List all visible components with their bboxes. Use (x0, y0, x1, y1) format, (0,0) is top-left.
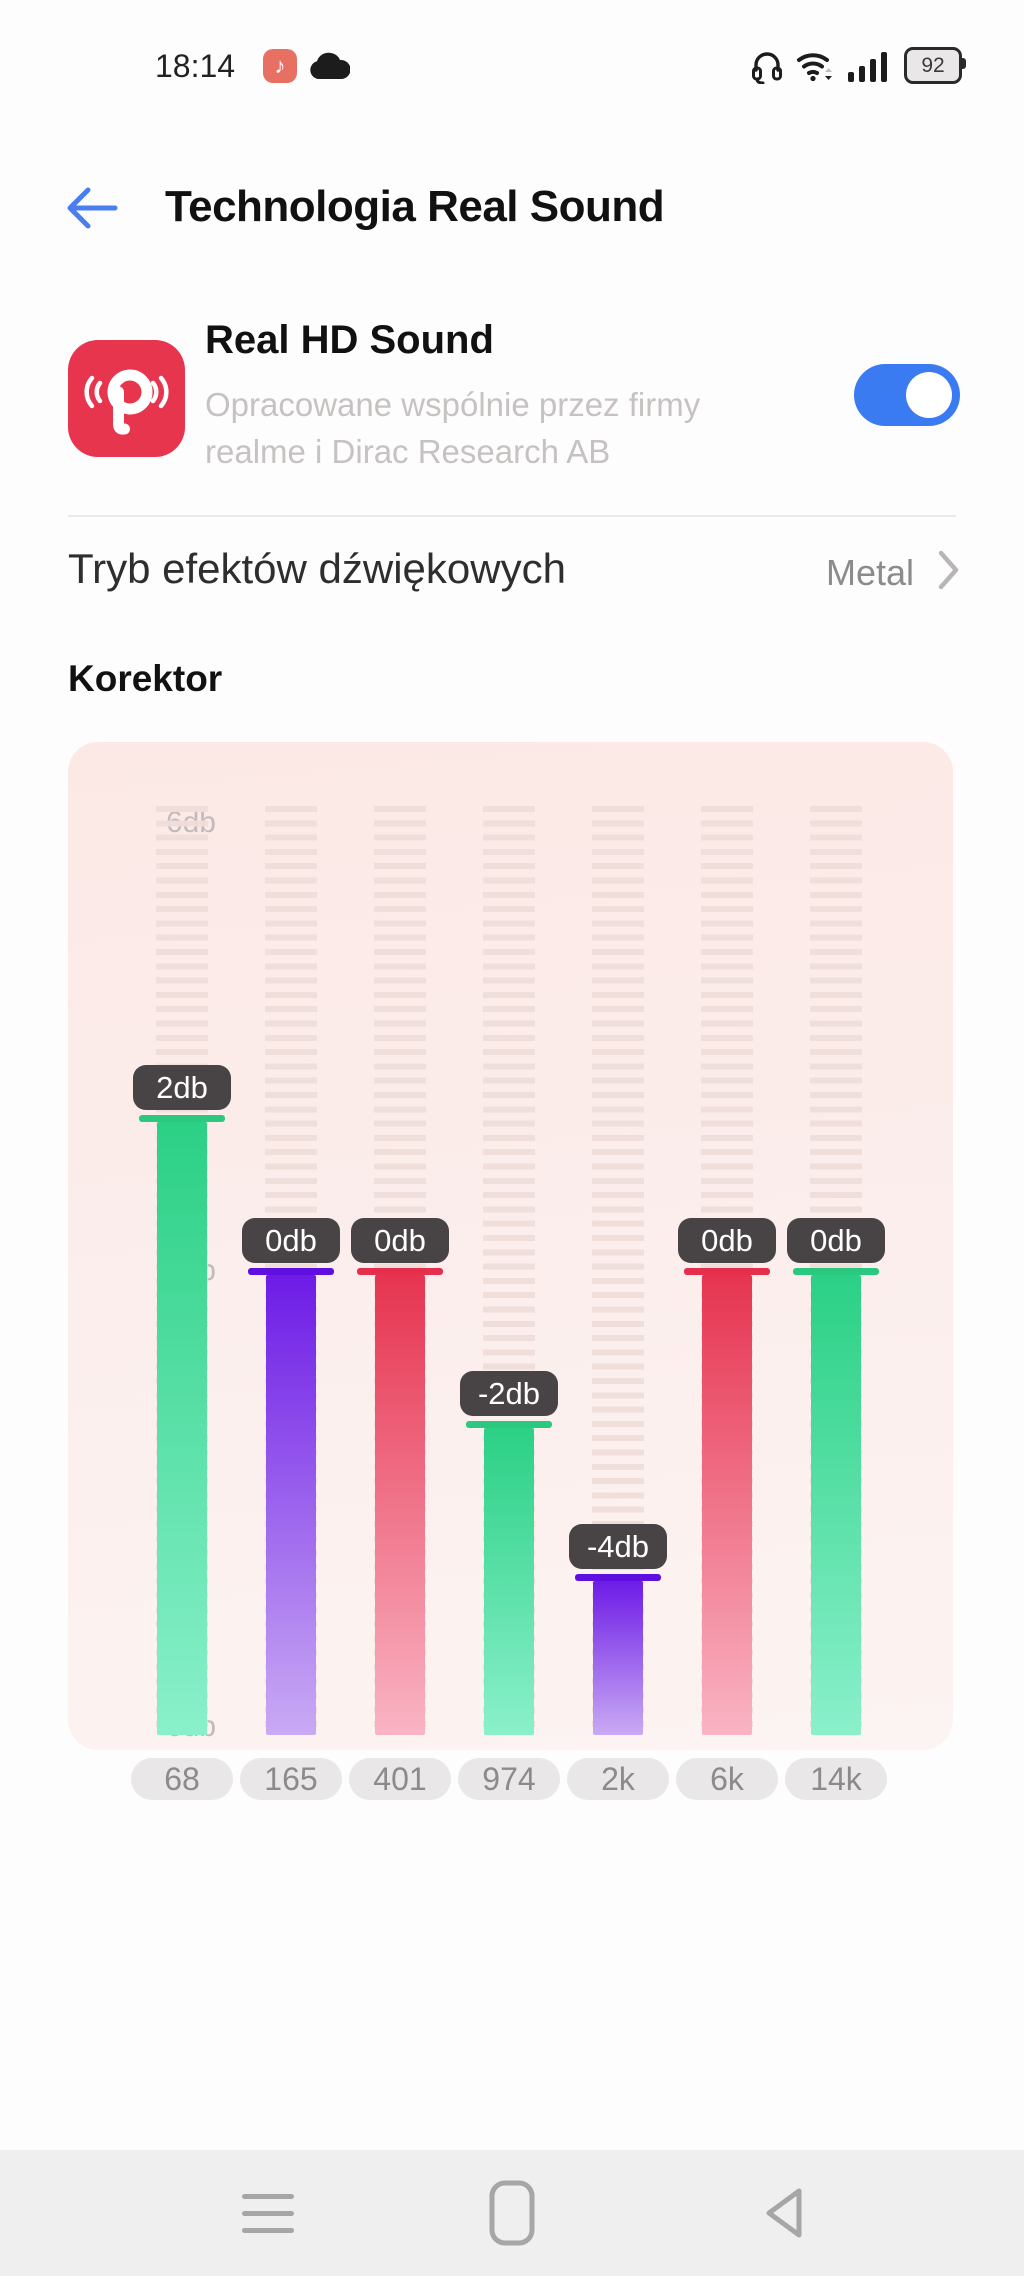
eq-value-badge: 0db (242, 1218, 340, 1263)
cloud-icon (310, 52, 350, 79)
eq-value-badge: 0db (678, 1218, 776, 1263)
eq-thumb[interactable] (139, 1114, 225, 1122)
freq-labels: 68 165 401 974 2k 6k 14k (68, 1758, 953, 1800)
eq-thumb[interactable] (575, 1573, 661, 1581)
eq-column-fill (593, 1580, 643, 1735)
divider (68, 515, 956, 517)
nav-menu-button[interactable] (208, 2150, 328, 2276)
eq-slider-401[interactable]: 0db (345, 742, 455, 1750)
battery-icon: 92 (904, 47, 966, 84)
real-hd-sound-title: Real HD Sound (205, 318, 494, 362)
music-note-glyph: ♪ (274, 53, 286, 78)
eq-column-fill (811, 1274, 861, 1735)
menu-icon (242, 2193, 294, 2233)
status-time: 18:14 (155, 48, 236, 84)
eq-slider-6k[interactable]: 0db (672, 742, 782, 1750)
real-hd-sound-toggle[interactable] (854, 364, 960, 426)
page-title: Technologia Real Sound (165, 182, 665, 231)
eq-value-badge: -2db (460, 1371, 558, 1416)
navigation-bar (0, 2150, 1024, 2276)
eq-column-fill (375, 1274, 425, 1735)
eq-value-badge: 2db (133, 1065, 231, 1110)
eq-value-badge: 0db (787, 1218, 885, 1263)
arrow-left-icon (67, 187, 118, 229)
headset-icon (752, 52, 782, 84)
freq-label-974: 974 (458, 1758, 560, 1800)
real-hd-sound-icon (68, 340, 185, 457)
freq-label-14k: 14k (785, 1758, 887, 1800)
eq-thumb[interactable] (466, 1420, 552, 1428)
freq-label-401: 401 (349, 1758, 451, 1800)
chevron-right-icon (938, 550, 959, 590)
freq-label-68: 68 (131, 1758, 233, 1800)
sound-effect-mode-label: Tryb efektów dźwiękowych (68, 545, 566, 592)
nav-back-button[interactable] (723, 2150, 843, 2276)
eq-value-badge: 0db (351, 1218, 449, 1263)
eq-thumb[interactable] (793, 1267, 879, 1275)
battery-level: 92 (921, 53, 945, 77)
toggle-knob (906, 372, 952, 418)
eq-column-fill (702, 1274, 752, 1735)
nav-home-button[interactable] (452, 2150, 572, 2276)
eq-slider-974[interactable]: -2db (454, 742, 564, 1750)
back-triangle-icon (766, 2188, 802, 2238)
eq-column-fill (266, 1274, 316, 1735)
eq-slider-14k[interactable]: 0db (781, 742, 891, 1750)
eq-value-badge: -4db (569, 1524, 667, 1569)
eq-slider-165[interactable]: 0db (236, 742, 346, 1750)
freq-label-6k: 6k (676, 1758, 778, 1800)
real-hd-sound-subtitle: Opracowane wspólnie przez firmy realme i… (205, 386, 701, 470)
signal-icon (848, 52, 887, 82)
eq-slider-2k[interactable]: -4db (563, 742, 673, 1750)
sound-effect-mode-value: Metal (825, 552, 914, 593)
music-app-icon: ♪ (263, 49, 297, 83)
freq-label-165: 165 (240, 1758, 342, 1800)
equalizer-heading: Korektor (68, 658, 223, 699)
eq-thumb[interactable] (684, 1267, 770, 1275)
eq-column-fill (484, 1427, 534, 1735)
eq-thumb[interactable] (248, 1267, 334, 1275)
status-icons: 92 (752, 46, 966, 84)
back-button[interactable] (60, 178, 124, 238)
freq-label-2k: 2k (567, 1758, 669, 1800)
eq-slider-68[interactable]: 2db (127, 742, 237, 1750)
wifi-icon (797, 53, 832, 82)
eq-column-fill (157, 1121, 207, 1735)
eq-thumb[interactable] (357, 1267, 443, 1275)
home-icon (489, 2180, 535, 2246)
